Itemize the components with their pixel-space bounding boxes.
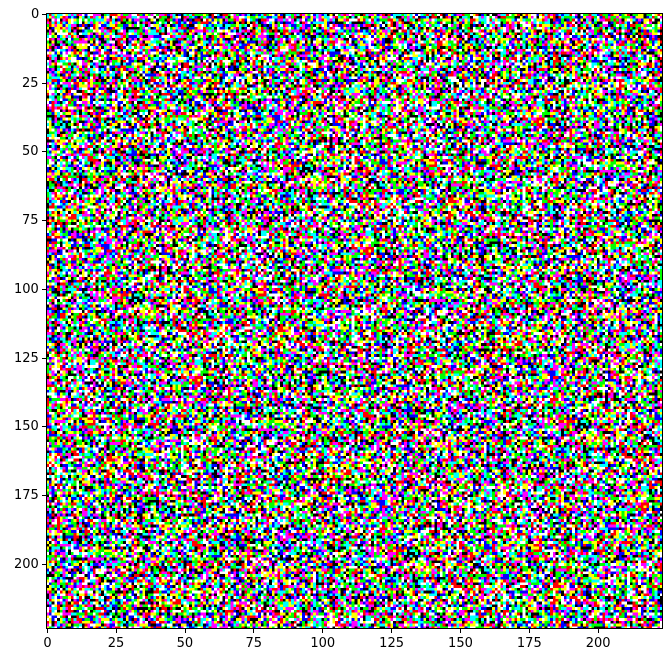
plot-area [46,13,663,629]
x-tick-label: 25 [107,636,125,651]
y-tick [42,151,46,153]
x-tick [597,629,599,633]
x-tick-label: 100 [310,636,336,651]
y-tick [42,13,46,15]
y-tick [42,563,46,565]
y-tick [42,82,46,84]
y-tick-label: 25 [22,75,39,91]
x-tick-label: 200 [585,636,611,651]
x-tick [115,629,117,633]
x-tick-label: 75 [245,636,262,651]
x-tick [460,629,462,633]
y-tick-label: 125 [14,350,39,366]
y-tick [42,426,46,428]
y-tick-label: 0 [31,6,40,22]
x-tick-label: 50 [176,636,194,651]
axes-frame [46,13,663,629]
y-tick-label: 50 [22,144,39,160]
x-tick [184,629,186,633]
y-tick-label: 75 [22,213,39,229]
x-tick-label: 0 [43,636,52,651]
noise-image [46,13,663,629]
x-tick [253,629,255,633]
x-tick [528,629,530,633]
x-tick-label: 150 [448,636,473,651]
y-tick-label: 175 [14,488,39,504]
y-tick [42,220,46,222]
x-tick [46,629,48,633]
y-tick-label: 100 [14,281,39,297]
y-tick-label: 150 [14,419,39,435]
y-tick [42,357,46,359]
y-tick [42,288,46,290]
x-tick-label: 125 [379,636,404,651]
x-tick-label: 175 [516,636,542,651]
y-tick-label: 200 [14,556,39,572]
y-tick [42,495,46,497]
x-tick [322,629,324,633]
x-tick [391,629,393,633]
